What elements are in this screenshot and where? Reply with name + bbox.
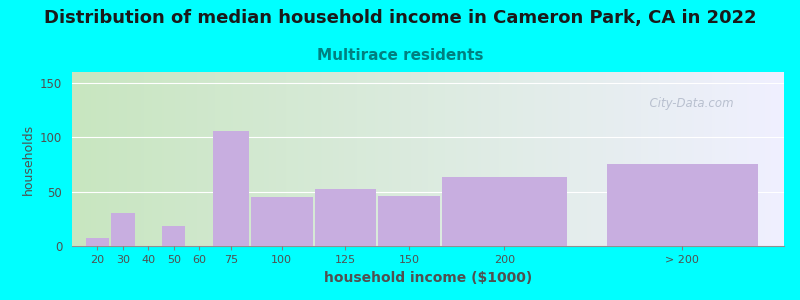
Text: Multirace residents: Multirace residents (317, 48, 483, 63)
Y-axis label: households: households (22, 123, 34, 195)
Bar (86, 238, 109, 246)
Text: Distribution of median household income in Cameron Park, CA in 2022: Distribution of median household income … (44, 9, 756, 27)
Bar (378, 196, 440, 246)
Bar (607, 164, 758, 246)
Bar (442, 178, 567, 246)
Bar (213, 131, 249, 246)
X-axis label: household income ($1000): household income ($1000) (324, 271, 532, 285)
Bar (251, 197, 313, 246)
Bar (111, 213, 134, 246)
Text: City-Data.com: City-Data.com (642, 97, 734, 110)
Bar (314, 190, 376, 246)
Bar (162, 226, 186, 246)
